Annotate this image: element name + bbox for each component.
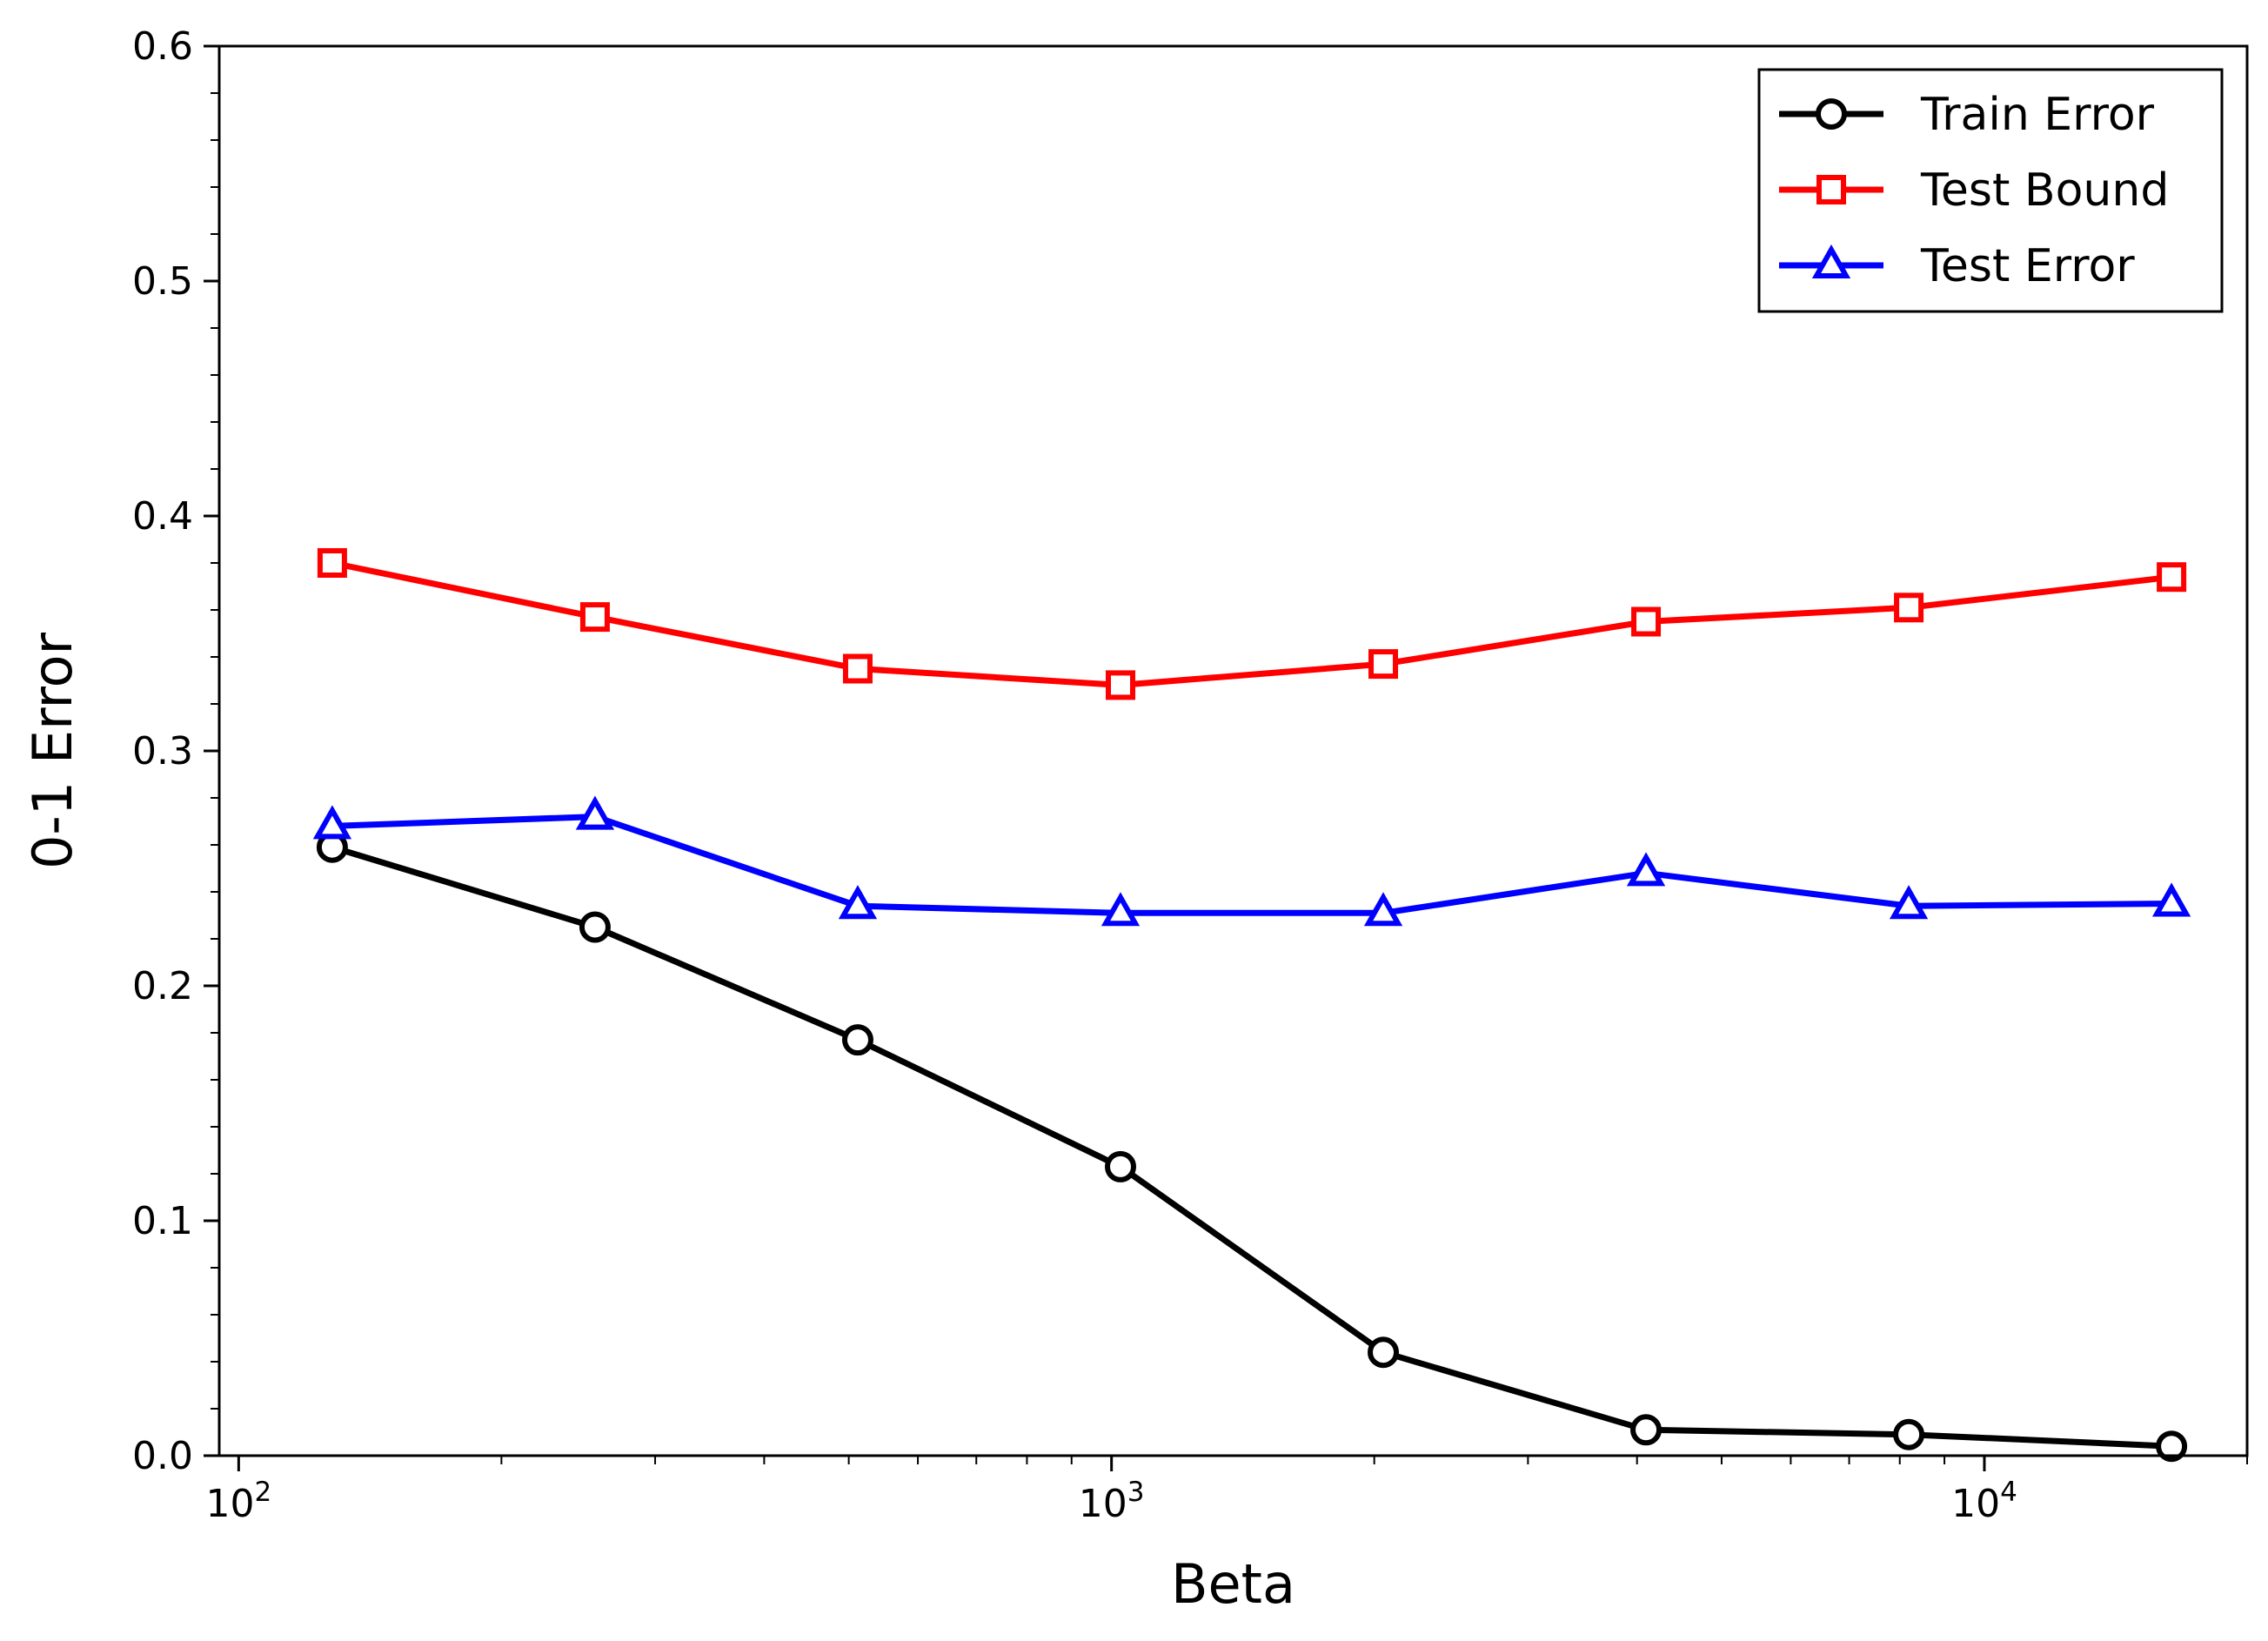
data-point-test-error xyxy=(1626,852,1666,887)
data-point-test-error xyxy=(1889,885,1929,920)
data-point-test-bound xyxy=(1105,670,1135,700)
data-point-train-error xyxy=(841,1024,873,1056)
legend-item-train-error: Train Error xyxy=(1779,89,2155,141)
y-tick-label: 0.2 xyxy=(132,964,193,1008)
series-line-train-error xyxy=(331,844,2172,1450)
series-train-error xyxy=(316,831,2188,1463)
axes: 0.0 0.1 0.2 0.3 0.4 0.5 0.6 102 103 104 xyxy=(132,24,2248,1526)
data-point-train-error xyxy=(2156,1430,2188,1463)
data-point-test-error xyxy=(575,795,615,830)
data-point-test-bound xyxy=(1368,649,1399,680)
legend: Train Error Test Bound Test Error xyxy=(1757,68,2224,313)
data-point-test-bound xyxy=(317,548,347,578)
y-axis-title: 0-1 Error xyxy=(21,632,84,869)
legend-label: Test Error xyxy=(1920,240,2135,292)
x-tick-label: 102 xyxy=(205,1477,271,1526)
series-line-test-bound xyxy=(331,559,2172,688)
y-tick-label: 0.5 xyxy=(132,259,193,304)
data-point-train-error xyxy=(1104,1150,1136,1182)
y-tick-label: 0.3 xyxy=(132,729,193,774)
data-point-test-error xyxy=(838,885,878,920)
legend-label: Train Error xyxy=(1920,89,2155,141)
data-point-train-error xyxy=(1368,1336,1400,1369)
data-point-test-error xyxy=(1101,892,1141,927)
x-tick-label: 104 xyxy=(1951,1477,2017,1526)
data-point-train-error xyxy=(1893,1418,1925,1450)
data-point-test-bound xyxy=(842,653,873,684)
y-tick-label: 0.1 xyxy=(132,1199,193,1243)
legend-item-test-bound: Test Bound xyxy=(1779,164,2169,217)
data-point-test-bound xyxy=(579,602,610,633)
legend-marker xyxy=(1811,244,1851,278)
series-layer xyxy=(312,548,2191,1463)
data-point-test-error xyxy=(312,805,352,840)
data-point-test-bound xyxy=(1894,593,1924,623)
y-tick-label: 0.6 xyxy=(132,24,193,69)
data-point-test-bound xyxy=(1631,606,1662,637)
series-line-test-error xyxy=(331,814,2172,916)
legend-label: Test Bound xyxy=(1920,164,2169,217)
data-point-test-bound xyxy=(2157,562,2187,593)
x-tick-label: 103 xyxy=(1079,1477,1145,1526)
y-tick-label: 0.4 xyxy=(132,494,193,539)
data-point-train-error xyxy=(579,911,611,943)
x-axis-title: Beta xyxy=(1171,1552,1295,1616)
data-point-test-error xyxy=(2151,882,2191,917)
plot-frame xyxy=(217,44,2249,1457)
data-point-test-error xyxy=(1363,892,1403,927)
y-tick-label: 0.0 xyxy=(132,1434,193,1478)
series-test-bound xyxy=(317,548,2187,700)
series-test-error xyxy=(312,795,2191,927)
legend-marker xyxy=(1816,175,1846,204)
legend-marker xyxy=(1816,98,1847,130)
legend-item-test-error: Test Error xyxy=(1779,240,2135,292)
data-point-train-error xyxy=(1630,1414,1663,1446)
